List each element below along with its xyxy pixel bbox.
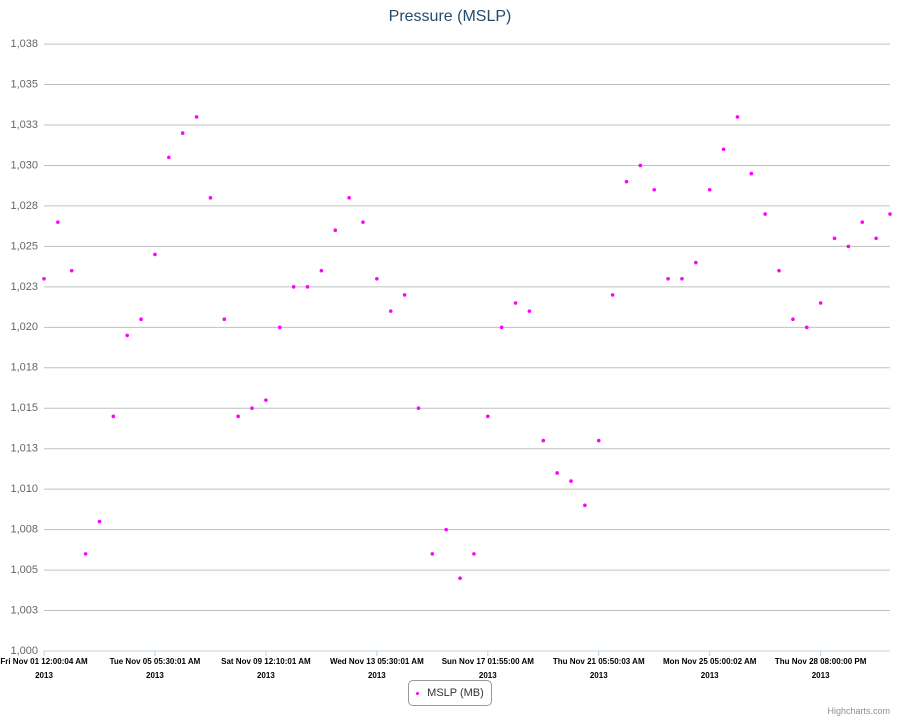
x-tick-label: Fri Nov 01 12:00:04 AM 2013 [0, 657, 88, 680]
point [832, 236, 837, 241]
point [388, 309, 393, 313]
point [541, 438, 546, 443]
point [472, 552, 476, 556]
y-tick-label: 1,013 [10, 443, 38, 455]
x-tick-label: Wed Nov 13 05:30:01 AM 2013 [329, 657, 424, 680]
point [555, 471, 559, 475]
point [652, 187, 657, 192]
point [333, 228, 338, 233]
y-tick-label: 1,010 [10, 483, 38, 495]
y-tick-label: 1,015 [10, 402, 38, 414]
point [818, 301, 823, 305]
y-tick-label: 1,008 [10, 524, 38, 536]
x-tick-label: Thu Nov 28 08:00:00 PM 2013 [774, 657, 867, 680]
y-tick-label: 1,003 [10, 604, 38, 616]
point [83, 552, 88, 556]
y-tick-label: 1,018 [10, 362, 38, 374]
point [291, 285, 296, 289]
y-tick-label: 1,030 [10, 159, 38, 171]
y-tick-label: 1,033 [10, 119, 38, 131]
point [610, 293, 615, 297]
point [666, 276, 670, 281]
point [264, 398, 268, 402]
point [638, 163, 643, 168]
point [125, 333, 130, 338]
point [444, 527, 448, 532]
point [721, 147, 726, 152]
point [707, 187, 712, 192]
point [763, 212, 767, 216]
point [624, 179, 629, 184]
point [791, 317, 795, 322]
point [250, 406, 254, 411]
point [486, 414, 490, 419]
legend-marker [416, 691, 420, 695]
point [860, 220, 865, 224]
chart-title: Pressure (MSLP) [389, 8, 512, 25]
point [361, 220, 365, 224]
legend-label: MSLP (MB) [427, 687, 484, 699]
point [846, 244, 851, 249]
point [416, 406, 421, 411]
credits[interactable]: Highcharts.com [827, 706, 890, 716]
point [402, 293, 407, 297]
y-tick-label: 1,025 [10, 240, 38, 252]
x-tick-label: Tue Nov 05 05:30:01 AM 2013 [109, 657, 201, 680]
point [236, 414, 240, 419]
point [111, 414, 116, 419]
point [458, 576, 462, 580]
point [874, 236, 878, 241]
point [319, 268, 324, 273]
point [97, 519, 102, 524]
legend[interactable]: MSLP (MB) [408, 680, 492, 706]
point [777, 268, 781, 273]
y-tick-label: 1,020 [10, 321, 38, 333]
point [180, 131, 185, 135]
point [680, 276, 684, 281]
point [735, 115, 740, 119]
point [277, 325, 282, 330]
y-tick-label: 1,005 [10, 564, 38, 576]
point [347, 196, 351, 200]
point [375, 276, 379, 281]
point [139, 317, 143, 322]
point [749, 171, 754, 176]
point [583, 503, 587, 508]
x-tick-label: Thu Nov 21 05:50:03 AM 2013 [552, 657, 645, 680]
point [208, 196, 213, 200]
point [888, 212, 892, 216]
point [69, 268, 74, 273]
point [153, 252, 157, 257]
point [804, 325, 809, 330]
point [596, 438, 601, 443]
point [56, 220, 60, 224]
point [527, 309, 532, 313]
point [569, 479, 573, 483]
x-tick-label: Sat Nov 09 12:10:01 AM 2013 [221, 657, 311, 680]
point [42, 276, 46, 281]
point [694, 260, 698, 265]
x-tick-label: Sun Nov 17 01:55:00 AM 2013 [441, 657, 534, 680]
x-tick-label: Mon Nov 25 05:00:02 AM 2013 [662, 657, 757, 680]
point [430, 552, 435, 556]
point [167, 155, 171, 160]
point [513, 301, 518, 305]
y-tick-label: 1,035 [10, 78, 38, 90]
y-tick-label: 1,038 [10, 38, 38, 50]
y-tick-label: 1,023 [10, 281, 38, 293]
y-tick-label: 1,000 [10, 645, 38, 657]
point [305, 285, 310, 289]
point [222, 317, 227, 322]
y-tick-label: 1,028 [10, 200, 38, 212]
point [499, 325, 504, 330]
point [194, 115, 199, 119]
